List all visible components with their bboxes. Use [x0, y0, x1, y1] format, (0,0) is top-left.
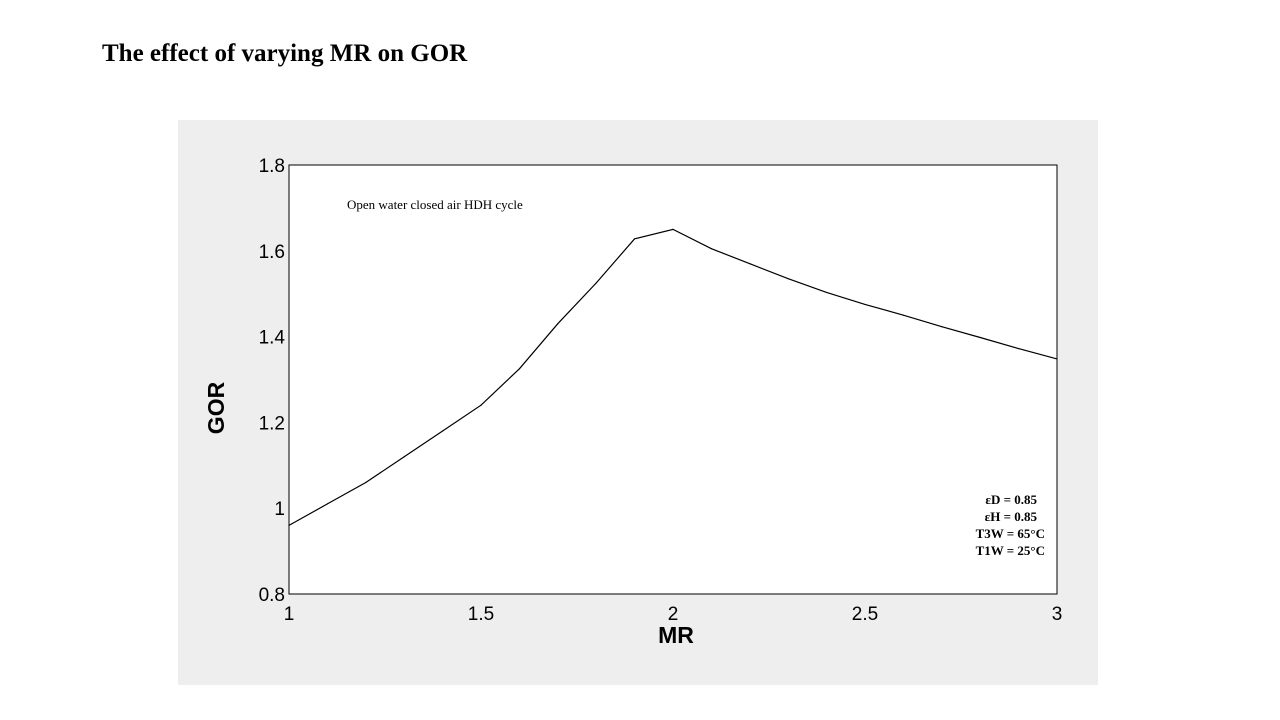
- data-point: [1018, 348, 1020, 350]
- data-point: [480, 404, 482, 406]
- y-tick-label: 1.8: [259, 156, 285, 177]
- slide-title: The effect of varying MR on GOR: [102, 40, 468, 67]
- data-point: [365, 481, 367, 484]
- x-tick-label: 3: [1052, 604, 1063, 625]
- data-point: [710, 248, 713, 250]
- x-tick-labels: 1 1.5 2 2.5 3: [284, 604, 1063, 625]
- x-tick-label: 2.5: [852, 604, 878, 625]
- data-point: [672, 228, 674, 230]
- data-point: [749, 263, 751, 265]
- x-tick-label: 1: [284, 604, 295, 625]
- data-point: [787, 278, 789, 280]
- data-point: [288, 524, 290, 526]
- data-point: [557, 323, 559, 325]
- data-point: [326, 503, 328, 505]
- data-point: [826, 291, 828, 294]
- y-axis-title: GOR: [203, 381, 229, 434]
- y-tick-label: 0.8: [259, 585, 285, 606]
- y-tick-label: 1.2: [259, 413, 285, 434]
- data-point: [941, 326, 943, 328]
- data-points: [288, 228, 1058, 526]
- param-epsilon-h: εH = 0.85: [985, 509, 1038, 524]
- data-point: [1056, 358, 1058, 360]
- data-point: [403, 456, 405, 458]
- cycle-annotation: Open water closed air HDH cycle: [347, 197, 523, 212]
- y-tick-labels: 0.8 1 1.2 1.4 1.6 1.8: [259, 156, 286, 606]
- param-t3w: T3W = 65°C: [976, 526, 1045, 541]
- param-t1w: T1W = 25°C: [976, 543, 1045, 558]
- plot-frame: [288, 164, 1058, 595]
- data-point: [864, 303, 866, 306]
- data-point: [518, 368, 521, 370]
- data-point: [979, 336, 981, 339]
- param-epsilon-d: εD = 0.85: [985, 492, 1037, 507]
- data-point: [902, 314, 905, 316]
- y-tick-label: 1.6: [259, 242, 285, 263]
- y-tick-label: 1: [274, 499, 285, 520]
- data-point: [634, 238, 636, 240]
- x-axis-title: MR: [658, 622, 694, 648]
- data-point: [595, 282, 597, 284]
- y-tick-label: 1.4: [259, 328, 286, 349]
- x-tick-label: 2: [668, 604, 679, 625]
- data-point: [442, 430, 444, 432]
- x-tick-label: 1.5: [468, 604, 494, 625]
